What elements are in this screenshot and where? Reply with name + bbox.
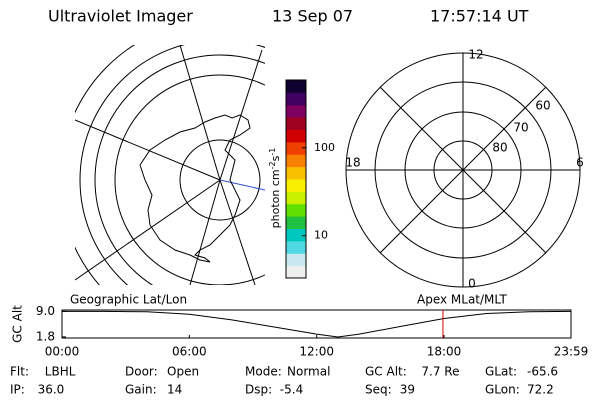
x-tick-label: 23:59 <box>554 345 589 359</box>
field-label: Dsp: <box>245 383 272 397</box>
ring-label: 70 <box>513 121 528 135</box>
field-label: Gain: <box>125 383 157 397</box>
right-label: Apex MLat/MLT <box>417 293 507 307</box>
colorbar: 10 100 photon cm-2s-1 <box>268 79 335 279</box>
colorbar-segment <box>286 253 306 267</box>
colorbar-segment <box>286 104 306 118</box>
colorbar-segment <box>286 216 306 229</box>
colorbar-segment <box>286 129 306 143</box>
x-tick-label: 00:00 <box>45 345 80 359</box>
y-axis-label: GC Alt <box>11 305 25 343</box>
field-value: 39 <box>400 383 415 397</box>
ring-label: 60 <box>535 99 550 113</box>
mlt-label: 12 <box>468 48 483 62</box>
x-tick-label: 12:00 <box>299 345 334 359</box>
colorbar-segment <box>286 240 306 254</box>
field-label: Flt: <box>10 365 29 379</box>
field-label: GC Alt: <box>365 365 407 379</box>
ring-label: 80 <box>492 141 507 155</box>
field-value: -5.4 <box>280 383 303 397</box>
colorbar-segment <box>286 228 306 242</box>
date: 13 Sep 07 <box>272 7 353 26</box>
colorbar-label-part: s <box>269 155 282 161</box>
colorbar-segment <box>286 265 306 279</box>
time: 17:57:14 UT <box>430 7 529 26</box>
colorbar-segment <box>286 166 306 180</box>
field-value: -65.6 <box>527 365 558 379</box>
field-label: GLat: <box>485 365 517 379</box>
colorbar-segment <box>286 141 306 155</box>
colorbar-segment <box>286 203 306 217</box>
mlt-label: 18 <box>345 156 360 170</box>
colorbar-segment <box>286 92 306 106</box>
colorbar-label: photon cm-2s-1 <box>268 148 283 229</box>
colorbar-segment <box>286 154 306 168</box>
field-value: Normal <box>287 365 330 379</box>
x-tick-label: 18:00 <box>427 345 462 359</box>
field-label: Seq: <box>365 383 392 397</box>
field-label: Door: <box>125 365 158 379</box>
colorbar-segment <box>286 179 306 192</box>
mlt-label: 0 <box>468 277 476 291</box>
colorbar-label-part: -2 <box>268 161 277 169</box>
colorbar-label-part: photon cm <box>269 169 282 228</box>
field-value: 72.2 <box>527 383 554 397</box>
timeline: Geographic Lat/Lon Apex MLat/MLT GC Alt 1.8… <box>11 293 589 359</box>
field-label: IP: <box>10 383 25 397</box>
y-tick-label: 1.8 <box>36 329 55 343</box>
title: Ultraviolet Imager <box>48 7 193 26</box>
colorbar-segment <box>286 117 306 130</box>
y-tick-label: 9.0 <box>36 304 55 318</box>
left-label: Geographic Lat/Lon <box>70 293 187 307</box>
colorbar-label-part: -1 <box>268 148 277 156</box>
altitude-line <box>62 310 572 338</box>
field-label: GLon: <box>485 383 520 397</box>
field-label: Mode: <box>245 365 282 379</box>
x-tick-label: 06:00 <box>172 345 207 359</box>
field-value: Open <box>167 365 199 379</box>
field-value: 7.7 Re <box>421 365 459 379</box>
field-value: LBHL <box>45 365 76 379</box>
footer: Flt: LBHL Door: Open Mode: Normal GC Alt: 7.7 R… <box>10 365 558 397</box>
colorbar-segment <box>286 191 306 205</box>
polar-grid <box>345 52 581 288</box>
colorbar-frame <box>285 79 307 279</box>
colorbar-segment <box>286 80 306 93</box>
mlt-label: 6 <box>576 156 584 170</box>
field-value: 14 <box>167 383 182 397</box>
geo-map <box>75 45 265 285</box>
field-value: 36.0 <box>38 383 65 397</box>
colorbar-tick-label: 100 <box>314 141 335 154</box>
colorbar-tick-label: 10 <box>314 229 328 242</box>
